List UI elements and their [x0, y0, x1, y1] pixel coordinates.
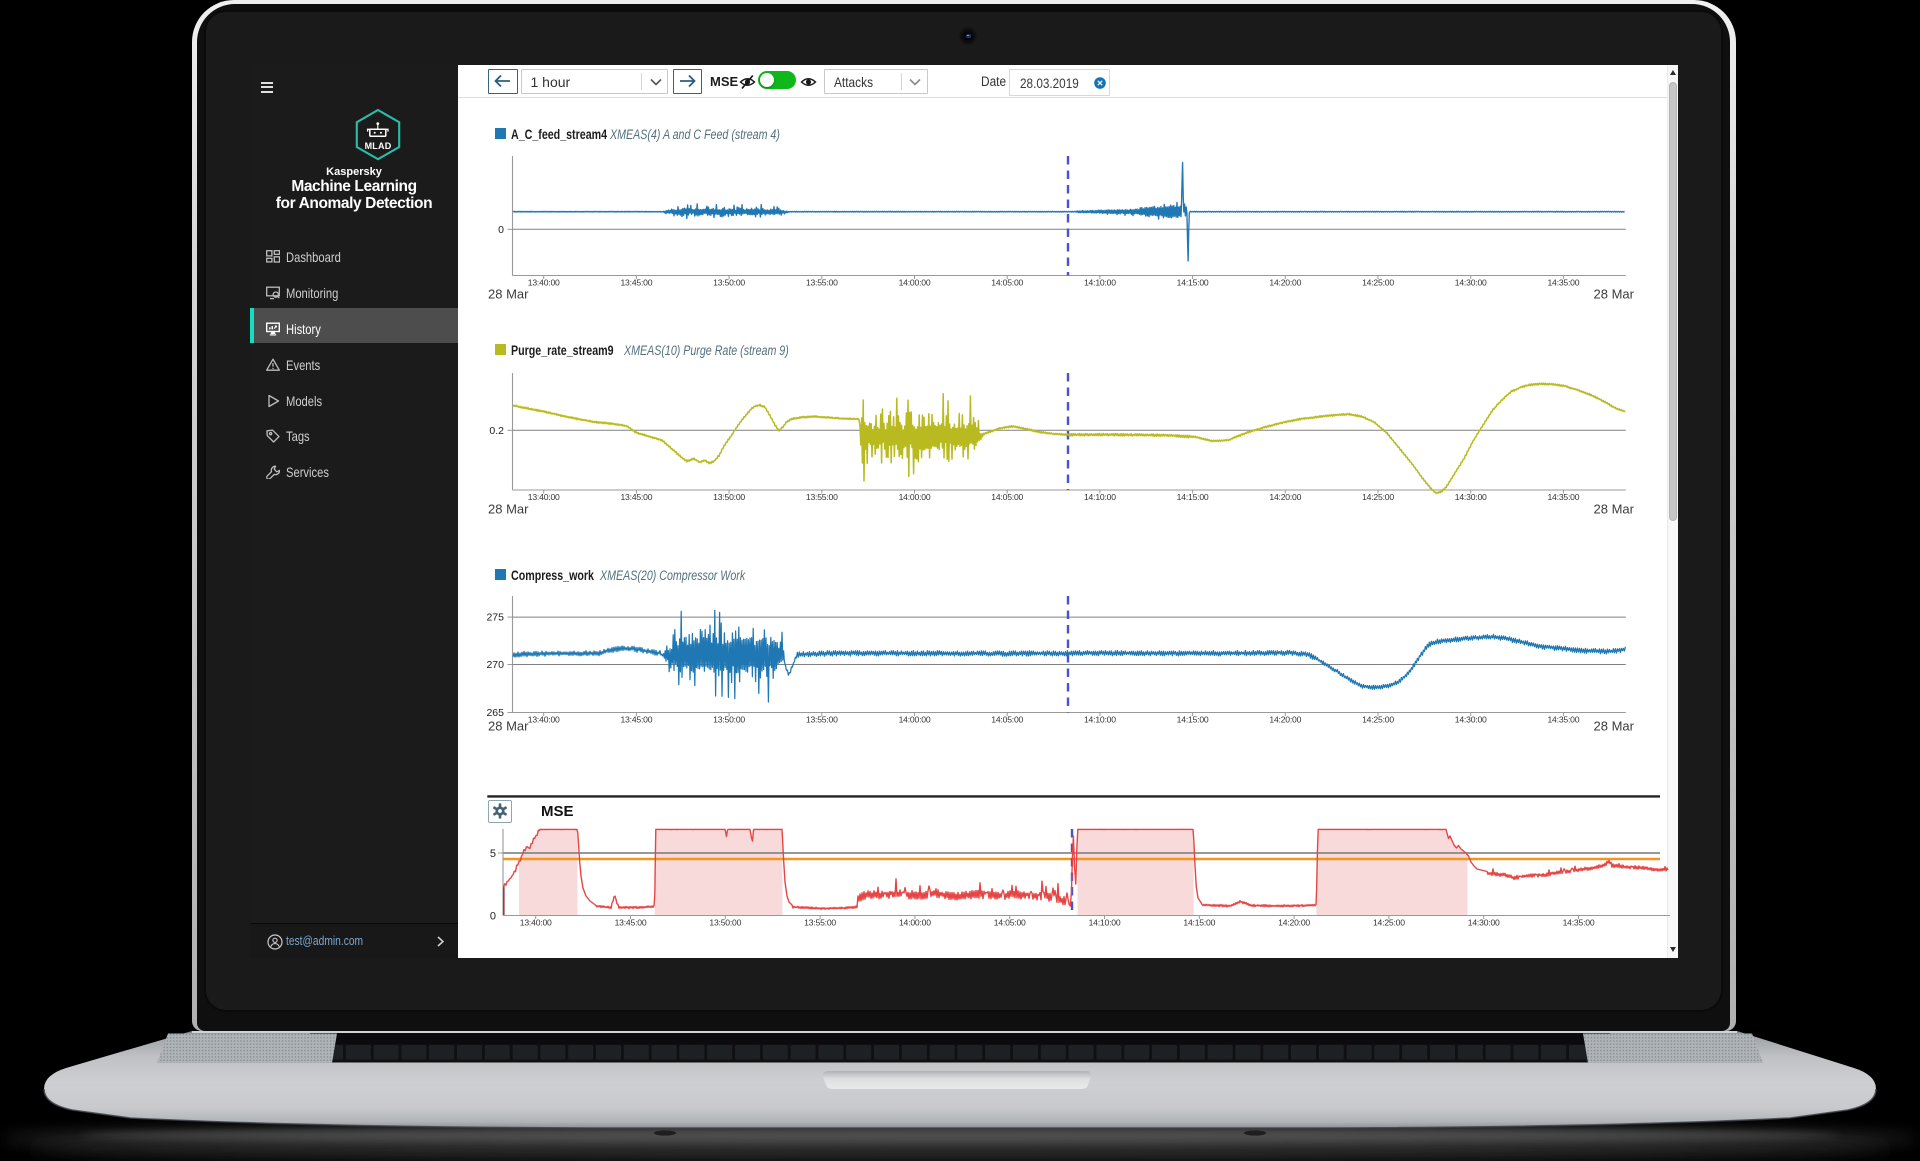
svg-text:13:40:00: 13:40:00: [528, 277, 560, 287]
svg-text:13:40:00: 13:40:00: [528, 715, 560, 725]
svg-text:270: 270: [486, 659, 504, 671]
svg-text:13:50:00: 13:50:00: [713, 277, 745, 287]
svg-text:13:45:00: 13:45:00: [615, 918, 647, 928]
svg-text:13:45:00: 13:45:00: [620, 715, 652, 725]
svg-text:14:05:00: 14:05:00: [991, 715, 1023, 725]
svg-text:13:55:00: 13:55:00: [806, 715, 838, 725]
svg-text:28 Mar: 28 Mar: [488, 719, 529, 734]
svg-text:14:20:00: 14:20:00: [1269, 492, 1301, 502]
svg-text:28 Mar: 28 Mar: [1594, 502, 1635, 517]
svg-text:0: 0: [490, 911, 496, 923]
svg-text:13:40:00: 13:40:00: [520, 918, 552, 928]
svg-text:28 Mar: 28 Mar: [488, 502, 529, 517]
svg-text:13:50:00: 13:50:00: [713, 492, 745, 502]
svg-text:14:05:00: 14:05:00: [994, 918, 1026, 928]
svg-text:14:30:00: 14:30:00: [1468, 918, 1500, 928]
svg-text:14:30:00: 14:30:00: [1455, 277, 1487, 287]
svg-text:14:05:00: 14:05:00: [991, 277, 1023, 287]
svg-text:28 Mar: 28 Mar: [488, 287, 529, 302]
svg-text:14:00:00: 14:00:00: [899, 715, 931, 725]
svg-text:13:45:00: 13:45:00: [620, 277, 652, 287]
svg-text:14:30:00: 14:30:00: [1455, 492, 1487, 502]
svg-text:13:55:00: 13:55:00: [806, 492, 838, 502]
svg-text:265: 265: [486, 707, 504, 719]
svg-text:14:00:00: 14:00:00: [899, 492, 931, 502]
svg-text:14:35:00: 14:35:00: [1547, 492, 1579, 502]
svg-text:14:30:00: 14:30:00: [1455, 715, 1487, 725]
svg-text:13:45:00: 13:45:00: [620, 492, 652, 502]
svg-text:14:35:00: 14:35:00: [1563, 918, 1595, 928]
svg-text:13:55:00: 13:55:00: [806, 277, 838, 287]
svg-text:0.2: 0.2: [489, 425, 504, 437]
svg-text:13:50:00: 13:50:00: [713, 715, 745, 725]
svg-text:14:20:00: 14:20:00: [1278, 918, 1310, 928]
svg-text:14:10:00: 14:10:00: [1089, 918, 1121, 928]
svg-text:14:15:00: 14:15:00: [1177, 277, 1209, 287]
svg-text:14:00:00: 14:00:00: [899, 277, 931, 287]
svg-text:14:35:00: 14:35:00: [1547, 277, 1579, 287]
svg-text:13:40:00: 13:40:00: [528, 492, 560, 502]
svg-text:14:25:00: 14:25:00: [1373, 918, 1405, 928]
svg-text:14:25:00: 14:25:00: [1362, 492, 1394, 502]
svg-text:14:20:00: 14:20:00: [1269, 277, 1301, 287]
svg-text:14:05:00: 14:05:00: [991, 492, 1023, 502]
svg-text:28 Mar: 28 Mar: [1594, 287, 1635, 302]
svg-text:14:10:00: 14:10:00: [1084, 715, 1116, 725]
svg-text:5: 5: [490, 848, 496, 860]
svg-text:14:10:00: 14:10:00: [1084, 277, 1116, 287]
svg-text:14:15:00: 14:15:00: [1177, 492, 1209, 502]
svg-text:14:15:00: 14:15:00: [1177, 715, 1209, 725]
svg-text:14:00:00: 14:00:00: [899, 918, 931, 928]
svg-text:13:55:00: 13:55:00: [804, 918, 836, 928]
svg-text:MLAD: MLAD: [365, 141, 392, 151]
svg-text:14:25:00: 14:25:00: [1362, 277, 1394, 287]
svg-text:14:15:00: 14:15:00: [1183, 918, 1215, 928]
svg-text:14:20:00: 14:20:00: [1269, 715, 1301, 725]
svg-text:14:25:00: 14:25:00: [1362, 715, 1394, 725]
svg-text:275: 275: [486, 612, 504, 624]
svg-text:14:10:00: 14:10:00: [1084, 492, 1116, 502]
svg-text:13:50:00: 13:50:00: [709, 918, 741, 928]
svg-text:14:35:00: 14:35:00: [1547, 715, 1579, 725]
svg-text:0: 0: [498, 224, 504, 236]
svg-text:28 Mar: 28 Mar: [1594, 719, 1635, 734]
